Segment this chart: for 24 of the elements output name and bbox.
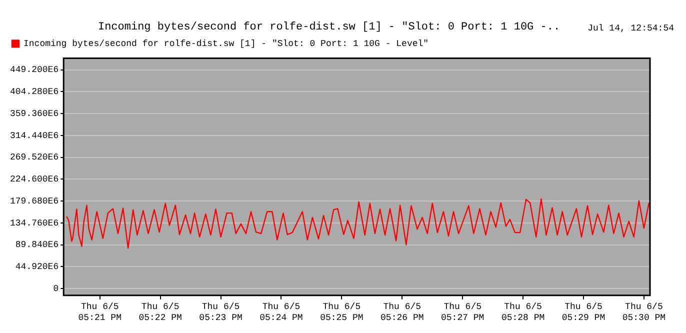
text: Jul 14, 12:54:54 (588, 23, 674, 34)
x-tick-label: Thu 6/5 05:27 PM (440, 302, 484, 323)
legend-label: Incoming bytes/second for rolfe-dist.sw [1] - "Slot: 0 Port: 1 10G - Level" (24, 39, 429, 50)
x-tick-label: Thu 6/5 05:25 PM (320, 302, 364, 323)
y-tick-label: 314.440E6 (10, 130, 59, 141)
y-tick-label: 179.680E6 (10, 196, 59, 206)
y-tick-label: 89.840E6 (15, 240, 59, 250)
y-tick-label: 0 (53, 284, 59, 294)
y-tick-label: 359.360E6 (10, 108, 59, 119)
x-tick-label: Thu 6/5 05:30 PM (622, 302, 666, 323)
y-tick-label: 224.600E6 (10, 174, 59, 185)
y-tick-label: 404.280E6 (10, 87, 59, 98)
x-tick-label: Thu 6/5 05:28 PM (501, 302, 545, 323)
y-tick-label: 269.520E6 (10, 152, 59, 163)
x-tick-label: Thu 6/5 05:23 PM (199, 302, 242, 323)
y-tick-label: 449.200E6 (10, 65, 59, 76)
y-tick-label: 134.760E6 (10, 218, 59, 228)
chart-title: Incoming bytes/second for rolfe-dist.sw [1] - "Slot: 0 Port: 1 10G -.. (98, 22, 560, 34)
x-tick-label: Thu 6/5 05:21 PM (78, 302, 122, 323)
x-tick-label: Thu 6/5 05:22 PM (138, 302, 182, 323)
x-tick-label: Thu 6/5 05:26 PM (380, 302, 424, 323)
x-tick-label: Thu 6/5 05:24 PM (260, 302, 303, 323)
y-tick-label: 44.920E6 (15, 262, 59, 272)
x-tick-label: Thu 6/5 05:29 PM (562, 302, 606, 323)
